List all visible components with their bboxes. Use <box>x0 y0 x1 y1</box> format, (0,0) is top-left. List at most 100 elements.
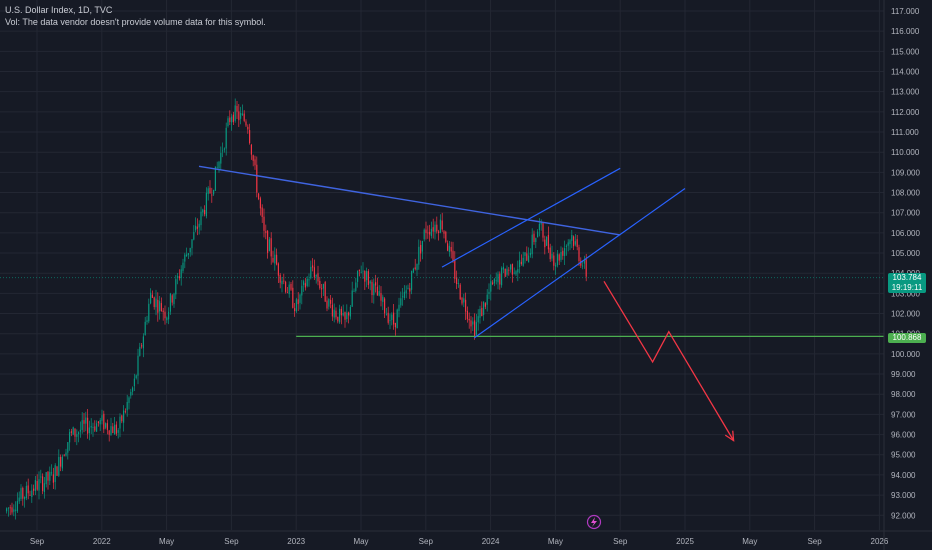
candle-body <box>578 247 580 262</box>
candle-body <box>427 232 429 234</box>
candle-body <box>189 247 191 253</box>
candle-body <box>274 254 276 264</box>
candle-body <box>443 231 445 234</box>
candle-body <box>569 240 571 245</box>
candle-body <box>24 496 26 500</box>
candle-body <box>364 271 366 282</box>
candle-body <box>54 465 56 483</box>
candle-body <box>191 239 193 249</box>
descending-trendline[interactable] <box>198 165 621 236</box>
candle-body <box>117 430 119 433</box>
candle-body <box>220 152 222 164</box>
candle-body <box>502 266 504 270</box>
candle-body <box>328 299 330 307</box>
candle-body <box>7 507 9 509</box>
candle-body <box>411 271 413 290</box>
candle-body <box>252 155 254 161</box>
candle-body <box>103 413 105 430</box>
candle-body <box>36 480 38 490</box>
candle-body <box>499 273 501 285</box>
candle-body <box>51 472 53 474</box>
candle-body <box>562 250 564 256</box>
candle-body <box>580 260 582 266</box>
lightning-icon[interactable] <box>586 514 602 530</box>
candle-body <box>112 426 114 433</box>
candle-body <box>231 116 233 123</box>
candle-body <box>164 311 166 319</box>
candle-body <box>441 220 443 230</box>
candle-body <box>488 291 490 295</box>
x-tick-label: 2026 <box>871 537 889 546</box>
x-tick-label: Sep <box>807 537 822 546</box>
candle-body <box>573 236 575 247</box>
candle-body <box>504 268 506 277</box>
y-tick-label: 115.000 <box>891 47 920 56</box>
candle-body <box>6 508 8 512</box>
candle-body <box>558 254 560 261</box>
candle-body <box>303 281 305 286</box>
candle-body <box>178 276 180 279</box>
candle-body <box>321 288 323 290</box>
candle-body <box>567 242 569 246</box>
candle-body <box>468 318 470 321</box>
candle-body <box>146 320 148 322</box>
candle-body <box>308 279 310 281</box>
candle-body <box>546 236 548 246</box>
candle-body <box>432 227 434 232</box>
candle-body <box>447 243 449 251</box>
candle-body <box>393 312 395 325</box>
x-tick-label: Sep <box>30 537 45 546</box>
candle-body <box>425 229 427 234</box>
candle-body <box>396 309 398 329</box>
candle-body <box>105 423 107 428</box>
candle-body <box>585 259 587 277</box>
candle-body <box>159 301 161 312</box>
candle-body <box>319 280 321 289</box>
candle-body <box>452 250 454 261</box>
candle-body <box>232 114 234 123</box>
candle-body <box>204 210 206 215</box>
candle-body <box>337 316 339 322</box>
candle-body <box>148 303 150 322</box>
candle-body <box>483 301 485 315</box>
candle-body <box>555 264 557 267</box>
candle-body <box>373 283 375 296</box>
channel-lower-line[interactable] <box>474 188 686 339</box>
candle-body <box>402 296 404 298</box>
candle-body <box>540 222 542 225</box>
candle-body <box>207 188 209 194</box>
candle-body <box>202 209 204 213</box>
x-tick-label: 2025 <box>676 537 694 546</box>
candle-body <box>528 255 530 263</box>
projection-path[interactable] <box>603 280 735 441</box>
y-tick-label: 116.000 <box>891 27 920 36</box>
candle-body <box>439 219 441 233</box>
candle-body <box>258 193 260 199</box>
candle-body <box>423 229 425 240</box>
candle-body <box>436 224 438 232</box>
candle-body <box>335 310 337 318</box>
candle-body <box>247 126 249 130</box>
candle-body <box>211 194 213 196</box>
x-tick-label: Sep <box>613 537 628 546</box>
y-tick-label: 106.000 <box>891 229 920 238</box>
last-price-value: 103.784 <box>892 273 922 282</box>
y-tick-label: 98.000 <box>891 390 916 399</box>
candle-body <box>330 299 332 304</box>
y-tick-label: 117.000 <box>891 7 920 16</box>
candle-body <box>312 265 314 268</box>
candle-body <box>169 293 171 312</box>
candle-body <box>405 290 407 294</box>
candle-body <box>16 501 18 512</box>
candle-body <box>34 480 36 491</box>
candle-body <box>243 113 245 121</box>
channel-upper-line[interactable] <box>441 167 621 268</box>
candle-body <box>574 241 576 245</box>
candle-body <box>484 303 486 307</box>
candle-body <box>69 432 71 443</box>
candle-body <box>409 288 411 292</box>
candle-body <box>362 270 364 272</box>
candle-body <box>288 284 290 295</box>
